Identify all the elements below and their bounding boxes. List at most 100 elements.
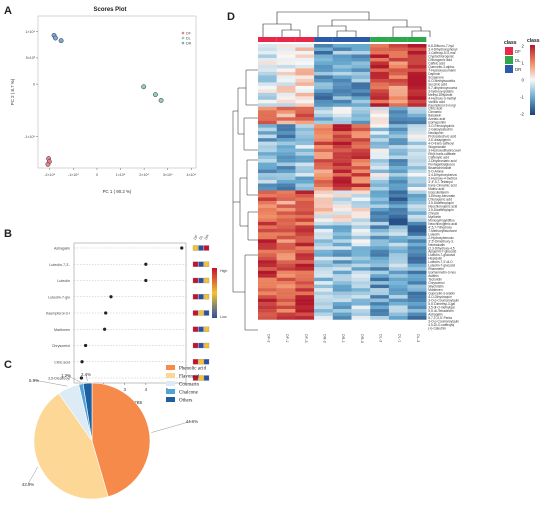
- heatmap-row-label: Isoscutellarein: [428, 190, 449, 194]
- heatmap-cell: [314, 221, 333, 226]
- heatmap-cell: [276, 71, 296, 76]
- heatmap-row-label: 5,7-dihydroxycouma: [428, 86, 457, 90]
- pie-leader-line: [85, 373, 88, 382]
- heatmap-cell: [258, 183, 277, 188]
- heatmap-cell: [332, 207, 352, 212]
- heatmap-cell: [258, 138, 277, 142]
- scores-y-tick-label: 5×10³: [26, 56, 36, 60]
- heatmap-cell: [407, 145, 427, 149]
- heatmap-cell: [276, 176, 296, 181]
- heatmap-cell: [258, 305, 277, 310]
- heatmap-cell: [314, 193, 333, 198]
- heatmap-cell: [332, 152, 352, 156]
- heatmap-cell: [351, 305, 371, 310]
- heatmap-cell: [276, 187, 296, 191]
- heatmap-cell: [258, 221, 277, 226]
- heatmap-cell: [388, 145, 408, 149]
- heatmap-cell: [370, 190, 390, 195]
- heatmap-cell: [388, 50, 408, 55]
- heatmap-row-label: Neobaicalin: [428, 243, 445, 247]
- heatmap-cell: [388, 99, 408, 104]
- heatmap-cell: [351, 180, 371, 184]
- heatmap-cell: [370, 204, 390, 209]
- heatmap-cell: [276, 235, 296, 240]
- heatmap-cell: [332, 295, 352, 299]
- heatmap-cell: [332, 270, 352, 275]
- heatmap-cell: [332, 141, 352, 146]
- heatmap-cell: [295, 145, 315, 149]
- heatmap-cell: [370, 145, 390, 149]
- heatmap-cell: [276, 152, 296, 156]
- vip-heat-box: [198, 310, 204, 316]
- heatmap-cell: [388, 312, 408, 317]
- heatmap-cell: [351, 103, 371, 107]
- heatmap-cell: [258, 110, 277, 114]
- heatmap-cell: [258, 211, 277, 216]
- heatmap-cell: [314, 92, 333, 97]
- heatmap-cell: [276, 211, 296, 216]
- heatmap-cell: [370, 71, 390, 76]
- heatmap-cell: [314, 246, 333, 250]
- heatmap-cell: [295, 274, 315, 278]
- heatmap-cell: [351, 138, 371, 142]
- heatmap-row-label: Isorhamnetin-3-neo: [428, 271, 456, 275]
- heatmap-cell: [314, 68, 333, 73]
- heatmap-cell: [276, 110, 296, 114]
- vip-point: [80, 360, 84, 364]
- heatmap-row-label: Cinnamic: [428, 110, 442, 114]
- heatmap-cell: [258, 316, 277, 320]
- heatmap-cell: [407, 47, 427, 52]
- heatmap-cell: [351, 207, 371, 212]
- heatmap-cell: [351, 242, 371, 247]
- heatmap-cell: [388, 316, 408, 320]
- heatmap-cell: [370, 242, 390, 247]
- heatmap-cell: [258, 218, 277, 223]
- heatmap-cell: [295, 235, 315, 240]
- heatmap-cell: [370, 106, 390, 111]
- heatmap-cell: [314, 138, 333, 142]
- heatmap-class-legend-label: DR: [515, 67, 521, 72]
- heatmap-cell: [332, 193, 352, 198]
- vip-heat-box: [203, 359, 210, 365]
- heatmap-cell: [276, 239, 296, 244]
- heatmap-cell: [388, 141, 408, 146]
- heatmap-cell: [370, 312, 390, 317]
- heatmap-row-label: 5,5'-Dimethyl-3-gal: [428, 302, 455, 306]
- heatmap-cell: [258, 64, 277, 69]
- heatmap-cell: [276, 253, 296, 257]
- heatmap-cell: [314, 305, 333, 310]
- heatmap-cell: [332, 183, 352, 188]
- heatmap-cell: [332, 106, 352, 111]
- heatmap-cell: [276, 298, 296, 303]
- heatmap-cell: [276, 190, 296, 195]
- heatmap-cell: [388, 82, 408, 87]
- heatmap-cell: [351, 256, 371, 261]
- heatmap-cell: [370, 57, 390, 62]
- heatmap-cell: [276, 277, 296, 282]
- heatmap-cell: [370, 305, 390, 310]
- heatmap-row-label: 5-O-Amine: [428, 170, 444, 174]
- heatmap-cell: [332, 78, 352, 83]
- heatmap-cell: [314, 155, 333, 160]
- heatmap-cell: [351, 263, 371, 268]
- heatmap-cell: [407, 253, 427, 257]
- heatmap-cell: [258, 225, 277, 230]
- heatmap-cell: [258, 284, 277, 289]
- heatmap-cell: [388, 127, 408, 132]
- heatmap-cell: [314, 242, 333, 247]
- heatmap-cell: [332, 298, 352, 303]
- heatmap-cell: [314, 117, 333, 121]
- heatmap-cell: [332, 71, 352, 76]
- heatmap-cell: [388, 263, 408, 268]
- heatmap-cell: [388, 309, 408, 313]
- heatmap-cell: [332, 225, 352, 230]
- heatmap-cell: [276, 54, 296, 59]
- heatmap-row-label: Chlorogenic acid: [428, 197, 452, 201]
- heatmap-cell: [351, 218, 371, 223]
- heatmap-cell: [276, 288, 296, 292]
- heatmap-cell: [276, 75, 296, 80]
- heatmap-cell: [258, 228, 277, 233]
- heatmap-cell: [276, 44, 296, 48]
- heatmap-cell: [332, 260, 352, 264]
- heatmap-cell: [370, 274, 390, 278]
